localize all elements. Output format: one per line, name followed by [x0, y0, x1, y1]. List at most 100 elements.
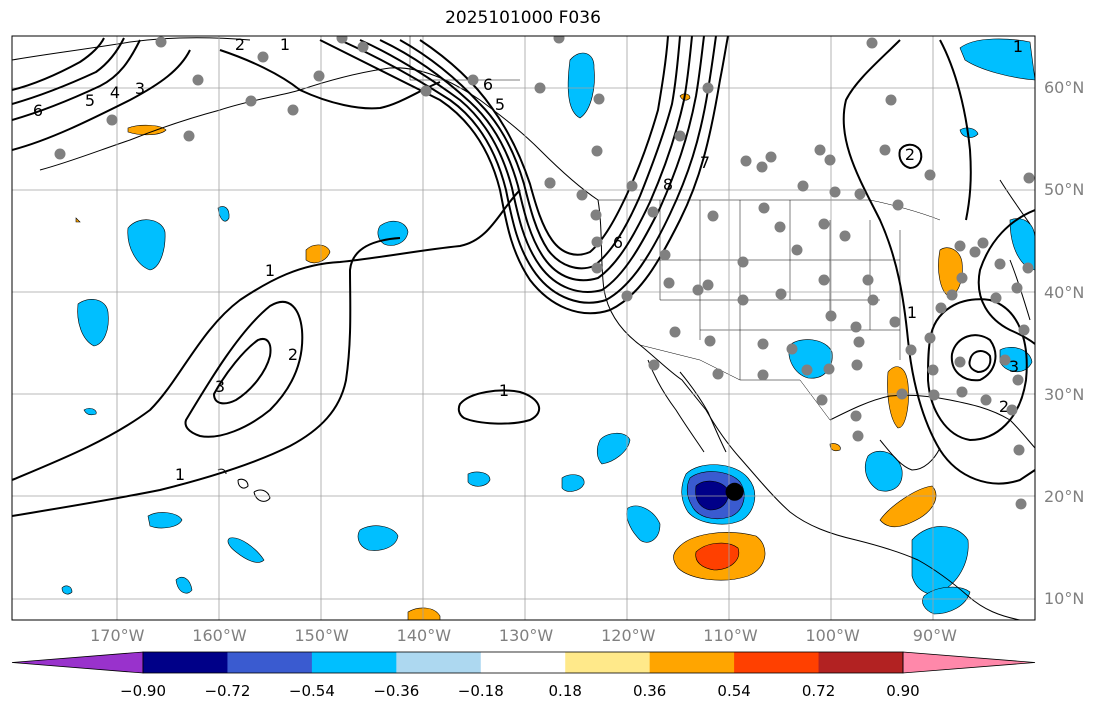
political-borders: [409, 36, 941, 421]
latitude-label: 60°N: [1044, 78, 1085, 98]
contour-line: [359, 36, 705, 293]
longitude-label: 100°W: [805, 626, 860, 645]
station-dot: [287, 104, 299, 116]
station-dot: [659, 249, 671, 261]
state-lines: [409, 36, 901, 380]
contour-label: 3: [1009, 357, 1019, 376]
colorbar-frame: [142, 651, 904, 674]
station-dot: [467, 74, 479, 86]
station-dot: [839, 230, 851, 242]
station-dot: [946, 289, 958, 301]
contour-line: [12, 37, 105, 91]
colorbar-cell: [311, 652, 397, 673]
contour-label: 5: [495, 95, 505, 114]
station-dot: [824, 154, 836, 166]
colorbar-tick-label: 0.90: [886, 682, 920, 700]
contour-line: [12, 189, 521, 481]
contour-label: 3: [135, 79, 145, 98]
shade-blob: [77, 299, 109, 347]
station-dot: [183, 130, 195, 142]
colorbar-cell: [143, 652, 228, 673]
station-dot: [818, 274, 830, 286]
contour-line: [12, 49, 441, 151]
station-dot: [712, 368, 724, 380]
contour-label: 3: [215, 377, 225, 396]
contour-label-group: 6 5 4 3 2 1 1 2 3 1 1 6 7 8 5 6 1 2 3 2 …: [33, 36, 1023, 484]
longitude-label: 110°W: [703, 626, 758, 645]
station-dot: [775, 288, 787, 300]
shade-blob: [567, 52, 595, 119]
shade-blob: [175, 577, 193, 594]
contour-line: [939, 39, 972, 221]
colorbar-tick-label: −0.90: [120, 682, 166, 700]
station-dot: [756, 161, 768, 173]
station-dot: [313, 70, 325, 82]
station-dot: [155, 36, 167, 48]
contour-line: [184, 300, 304, 438]
contour-line: [12, 39, 141, 121]
contour-label: 6: [613, 233, 623, 252]
station-dot: [850, 410, 862, 422]
station-dot: [593, 93, 605, 105]
station-dot: [647, 206, 659, 218]
station-dot: [867, 294, 879, 306]
station-dot: [850, 321, 862, 333]
station-dot: [854, 188, 866, 200]
station-dot: [816, 394, 828, 406]
latitude-label: 30°N: [1044, 384, 1085, 404]
colorbar-tick-label: 0.18: [548, 682, 582, 700]
contour-label: 4: [110, 83, 120, 102]
na-west-coast: [597, 199, 1021, 620]
station-dot: [851, 359, 863, 371]
station-dot: [591, 145, 603, 157]
station-dot: [1022, 262, 1034, 274]
station-dot: [576, 189, 588, 201]
shade-blob: [865, 450, 903, 492]
station-dot: [669, 326, 681, 338]
station-dot: [825, 310, 837, 322]
shade-blob: [1009, 218, 1035, 271]
colorbar-cell: [480, 652, 566, 673]
colorbar-tick-label: −0.36: [373, 682, 420, 700]
station-dot: [702, 82, 714, 94]
station-dot: [420, 85, 432, 97]
shade-blob: [959, 38, 1035, 81]
shade-blob: [626, 505, 661, 543]
contour-label: 1: [265, 261, 275, 280]
station-dot: [999, 354, 1011, 366]
station-dot: [797, 180, 809, 192]
contour-label: 1: [499, 381, 509, 400]
station-dot: [814, 144, 826, 156]
station-dot: [801, 364, 813, 376]
contour-line: [379, 36, 693, 282]
shade-blob: [127, 219, 166, 271]
station-dot: [692, 284, 704, 296]
station-dot: [758, 202, 770, 214]
station-dot: [357, 41, 369, 53]
longitude-label: 130°W: [498, 626, 554, 645]
contour-label: 8: [663, 175, 673, 194]
station-dot: [1012, 374, 1024, 386]
shade-blob: [911, 526, 969, 595]
yucatan: [879, 439, 941, 471]
shade-blob: [217, 206, 230, 222]
station-dot: [879, 144, 891, 156]
longitude-label: 90°W: [912, 626, 957, 645]
longitude-label: 150°W: [294, 626, 349, 645]
map-frame: [11, 35, 1036, 621]
shade-blob: [922, 586, 971, 615]
station-dot: [928, 389, 940, 401]
shade-blob: [467, 471, 491, 487]
station-dot: [257, 51, 269, 63]
station-dot: [1023, 172, 1035, 184]
station-dot: [707, 210, 719, 222]
station-dot: [889, 316, 901, 328]
station-dot: [853, 336, 865, 348]
shade-blob: [305, 244, 331, 264]
colorbar-tick-label: −0.54: [288, 682, 335, 700]
colorbar-tick-label: 0.54: [717, 682, 751, 700]
shade-blob: [999, 347, 1033, 373]
shade-blob: [83, 408, 97, 416]
contour-label: 1: [175, 465, 185, 484]
station-dot: [534, 82, 546, 94]
